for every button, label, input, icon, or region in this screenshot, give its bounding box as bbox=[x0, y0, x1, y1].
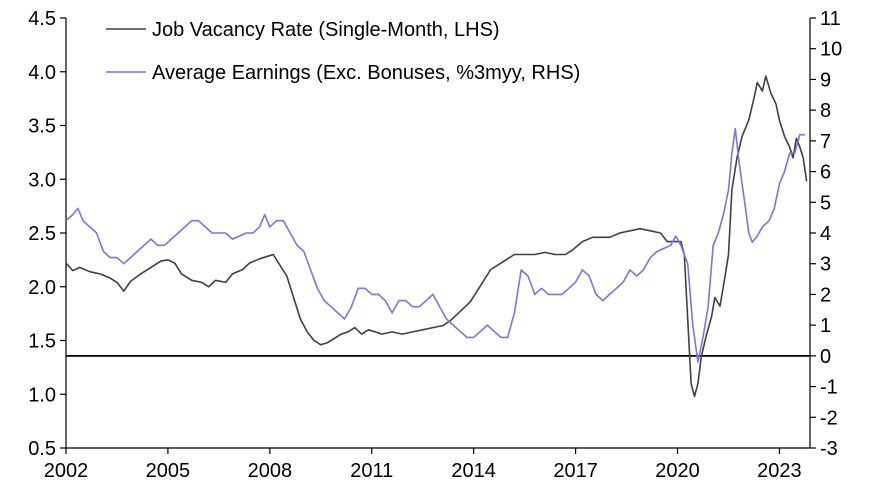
job-vacancy-rate-line bbox=[65, 75, 808, 398]
left-tick-label: 2.5 bbox=[28, 223, 56, 245]
x-tick-label: 2023 bbox=[757, 460, 802, 482]
left-tick-label: 2.0 bbox=[28, 277, 56, 299]
x-tick-label: 2002 bbox=[44, 460, 89, 482]
left-tick-label: 0.5 bbox=[28, 438, 56, 460]
right-tick-label: 7 bbox=[820, 131, 831, 153]
left-tick-label: 1.0 bbox=[28, 384, 56, 406]
right-tick-label: 6 bbox=[820, 162, 831, 184]
right-tick-label: 11 bbox=[820, 8, 841, 30]
right-tick-label: -2 bbox=[820, 407, 838, 429]
legend-label-job-vacancy: Job Vacancy Rate (Single-Month, LHS) bbox=[152, 19, 500, 41]
x-tick-label: 2020 bbox=[655, 460, 700, 482]
average-earnings-line bbox=[65, 127, 805, 363]
x-tick-label: 2017 bbox=[553, 460, 598, 482]
left-tick-label: 4.5 bbox=[28, 8, 56, 30]
x-tick-label: 2011 bbox=[350, 460, 393, 482]
right-tick-label: 2 bbox=[820, 284, 831, 306]
legend: Job Vacancy Rate (Single-Month, LHS) Ave… bbox=[106, 19, 580, 84]
right-tick-label: -3 bbox=[820, 438, 838, 460]
x-tick-label: 2005 bbox=[146, 460, 191, 482]
right-tick-label: 10 bbox=[820, 39, 842, 61]
right-tick-label: 0 bbox=[820, 346, 831, 368]
x-tick-label: 2008 bbox=[248, 460, 293, 482]
legend-label-average-earnings: Average Earnings (Exc. Bonuses, %3myy, R… bbox=[152, 62, 580, 84]
right-tick-label: 4 bbox=[820, 223, 831, 245]
left-tick-label: 3.5 bbox=[28, 116, 56, 138]
left-tick-label: 1.5 bbox=[28, 331, 56, 353]
right-tick-label: 5 bbox=[820, 192, 831, 214]
right-tick-label: 9 bbox=[820, 69, 831, 91]
right-tick-label: -1 bbox=[820, 377, 838, 399]
right-tick-label: 8 bbox=[820, 100, 831, 122]
right-tick-label: 3 bbox=[820, 254, 831, 276]
series-lines bbox=[65, 75, 808, 398]
right-tick-label: 1 bbox=[820, 315, 831, 337]
axes: 0.5 1.0 1.5 2.0 2.5 3.0 3.5 4.0 4.5 -3 -2 -1 0 1 2 3 4 5 6… bbox=[28, 8, 842, 482]
left-tick-label: 4.0 bbox=[28, 62, 56, 84]
x-tick-label: 2014 bbox=[451, 460, 496, 482]
left-tick-label: 3.0 bbox=[28, 169, 56, 191]
